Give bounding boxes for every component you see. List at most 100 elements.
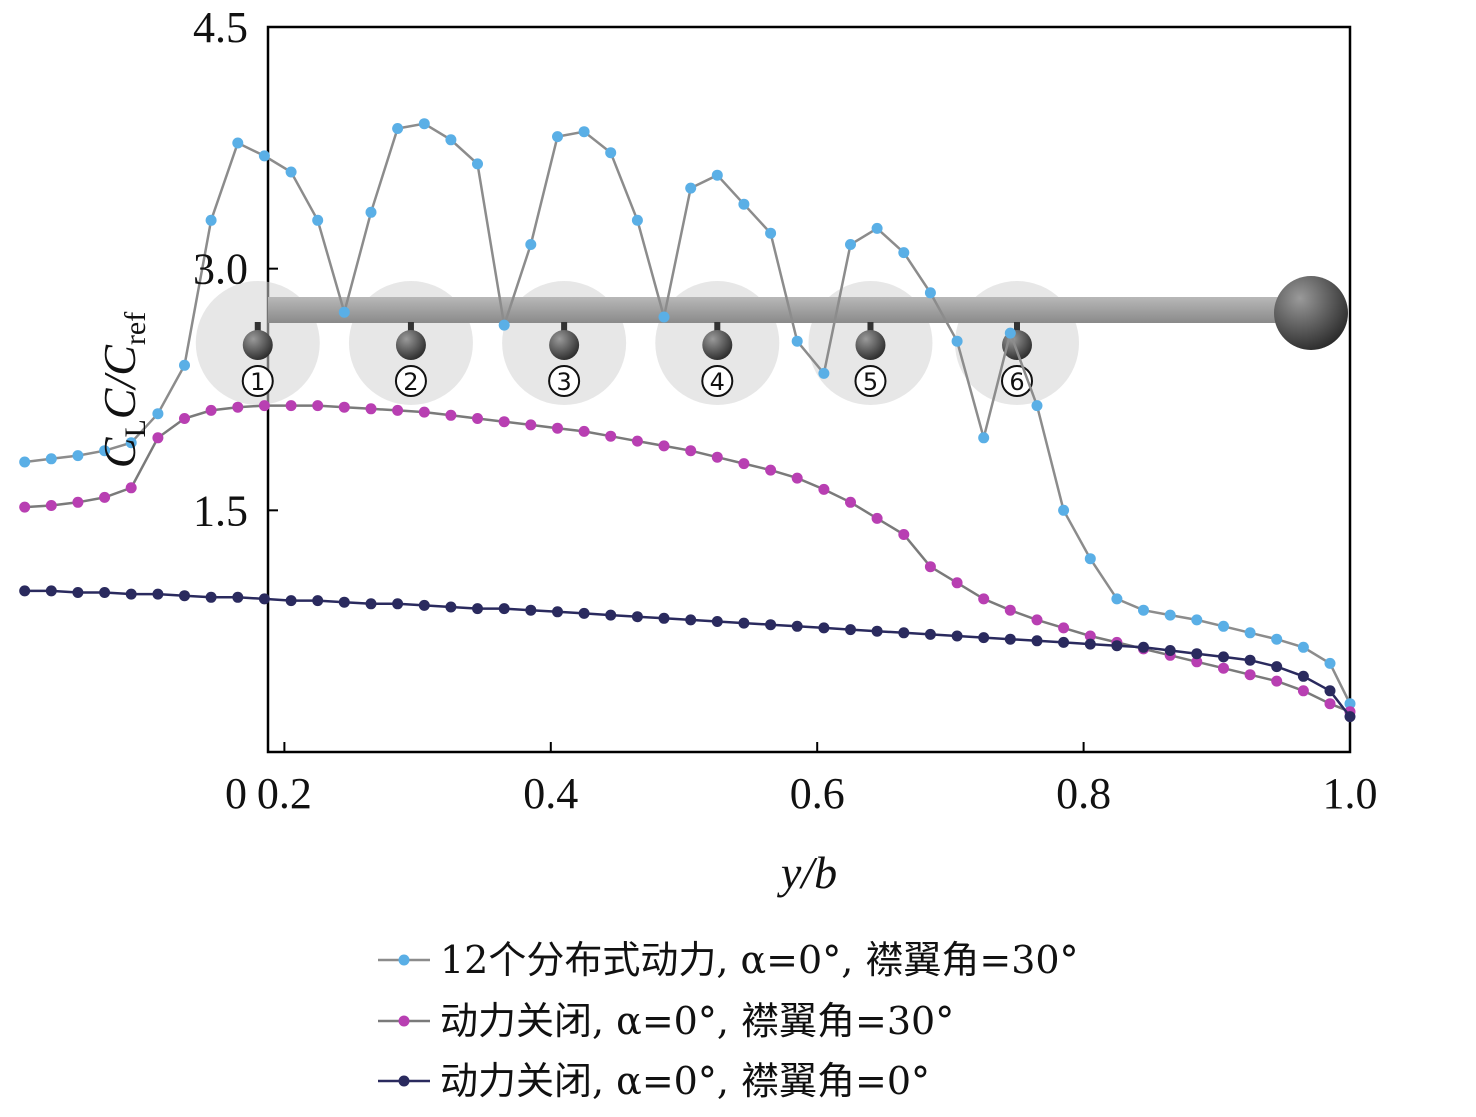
data-point-s2: [871, 512, 883, 524]
data-point-s3: [631, 611, 643, 623]
data-point-s3: [72, 587, 84, 598]
data-point-s1: [258, 150, 270, 162]
y-axis-label: CLC/Cref: [94, 312, 152, 468]
data-point-s3: [285, 595, 297, 607]
data-point-s1: [19, 456, 31, 468]
data-point-s1: [1058, 504, 1070, 516]
y-tick-label: 3.0: [193, 245, 248, 294]
data-point-s2: [525, 419, 537, 431]
data-point-s2: [472, 413, 483, 424]
wing-illustration: 1 2 3 4 5 6: [195, 276, 1348, 405]
data-point-s1: [179, 359, 190, 371]
data-point-s2: [845, 496, 856, 508]
data-point-s2: [498, 416, 510, 428]
data-point-s3: [818, 622, 830, 634]
data-point-s2: [1031, 614, 1043, 626]
data-point-s3: [418, 599, 430, 611]
data-point-s3: [179, 590, 190, 602]
data-point-s1: [552, 131, 563, 143]
data-point-s3: [658, 612, 670, 624]
data-point-s1: [951, 335, 963, 347]
data-point-s1: [392, 123, 404, 134]
data-point-s2: [232, 401, 244, 413]
data-point-s3: [685, 614, 697, 626]
data-point-s3: [924, 628, 936, 640]
data-point-s3: [445, 601, 457, 613]
data-point-s2: [125, 482, 137, 494]
data-point-s3: [1164, 645, 1176, 656]
engine-nacelle: [855, 330, 886, 360]
data-point-s2: [179, 413, 190, 424]
data-point-s3: [1271, 661, 1283, 673]
data-point-s2: [1004, 604, 1016, 616]
data-point-s1: [99, 445, 111, 457]
data-point-s2: [658, 440, 670, 452]
data-point-s2: [1324, 698, 1336, 710]
legend-marker: [398, 1075, 410, 1087]
data-point-s1: [845, 239, 856, 250]
data-point-s1: [125, 437, 137, 449]
data-point-s3: [1111, 640, 1123, 652]
data-point-s2: [205, 404, 217, 416]
data-point-s2: [1218, 662, 1229, 674]
data-point-s2: [924, 561, 936, 573]
data-point-s1: [312, 214, 324, 226]
data-point-s2: [711, 451, 723, 463]
data-point-s1: [871, 222, 883, 234]
data-point-s2: [72, 496, 84, 508]
data-point-s2: [1058, 622, 1070, 634]
data-point-s3: [791, 620, 803, 632]
engine-number-circle: [241, 365, 274, 397]
data-point-s1: [711, 169, 723, 181]
data-point-s2: [1084, 630, 1096, 642]
data-point-s3: [845, 624, 856, 636]
data-point-s3: [1004, 633, 1016, 645]
data-point-s2: [1244, 669, 1256, 681]
data-point-s1: [791, 335, 803, 347]
engine-number-circle: [701, 365, 734, 397]
data-point-s3: [552, 606, 563, 618]
data-point-s3: [1244, 654, 1256, 666]
data-point-s2: [312, 400, 324, 412]
data-point-s1: [152, 408, 164, 420]
y-tick-label: 1.5: [193, 486, 248, 535]
data-point-s2: [791, 472, 803, 484]
engine-number-circle: [394, 365, 427, 397]
engine-nacelle: [549, 330, 580, 360]
data-point-s3: [765, 619, 777, 631]
data-point-s2: [605, 430, 617, 442]
data-point-s3: [258, 593, 270, 605]
data-point-s2: [685, 445, 697, 457]
data-point-s3: [1324, 685, 1336, 697]
data-point-s1: [1084, 553, 1096, 565]
data-point-s3: [125, 588, 137, 600]
data-point-s1: [605, 147, 617, 159]
data-point-s1: [658, 311, 670, 323]
data-point-s3: [365, 598, 377, 610]
legend-marker: [398, 954, 410, 966]
data-point-s1: [1218, 620, 1229, 632]
data-point-s1: [1344, 698, 1356, 710]
data-point-s1: [685, 182, 697, 194]
data-point-s1: [1297, 641, 1309, 653]
data-point-s1: [738, 198, 750, 210]
data-point-s2: [978, 593, 990, 605]
data-point-s3: [1138, 641, 1149, 653]
data-point-s1: [1138, 604, 1149, 616]
data-point-s3: [1031, 635, 1043, 647]
data-point-s3: [392, 598, 404, 610]
data-point-s3: [45, 585, 57, 597]
data-point-s3: [738, 617, 750, 629]
data-point-s2: [19, 501, 31, 513]
data-point-s2: [1271, 675, 1283, 687]
data-point-s3: [871, 625, 883, 637]
engine-number-circle: [548, 365, 581, 397]
data-point-s1: [1004, 327, 1016, 339]
data-point-s2: [738, 458, 750, 470]
data-point-s3: [1084, 638, 1096, 650]
data-point-s3: [605, 609, 617, 621]
data-point-s3: [1058, 636, 1070, 648]
x-axis-label: y/b: [777, 847, 837, 898]
data-point-s1: [338, 306, 350, 318]
